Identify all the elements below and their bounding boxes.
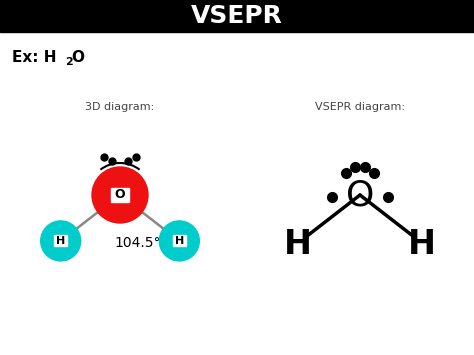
Text: O: O xyxy=(115,189,125,202)
FancyBboxPatch shape xyxy=(111,188,129,202)
Text: 104.5°: 104.5° xyxy=(115,236,161,250)
Text: O: O xyxy=(346,178,374,212)
Text: VSEPR: VSEPR xyxy=(191,4,283,28)
Text: VSEPR diagram:: VSEPR diagram: xyxy=(315,102,405,112)
Text: 2: 2 xyxy=(65,57,73,67)
Circle shape xyxy=(92,167,148,223)
Text: H: H xyxy=(175,236,184,246)
Text: 3D diagram:: 3D diagram: xyxy=(85,102,155,112)
Bar xyxy=(0,0,474,32)
Circle shape xyxy=(159,221,199,261)
FancyBboxPatch shape xyxy=(54,235,67,246)
Circle shape xyxy=(41,221,81,261)
FancyBboxPatch shape xyxy=(173,235,186,246)
Text: H: H xyxy=(284,228,312,261)
Text: H: H xyxy=(56,236,65,246)
Text: H: H xyxy=(408,228,436,261)
Text: Ex: H: Ex: H xyxy=(12,50,56,66)
Text: O: O xyxy=(71,50,84,66)
